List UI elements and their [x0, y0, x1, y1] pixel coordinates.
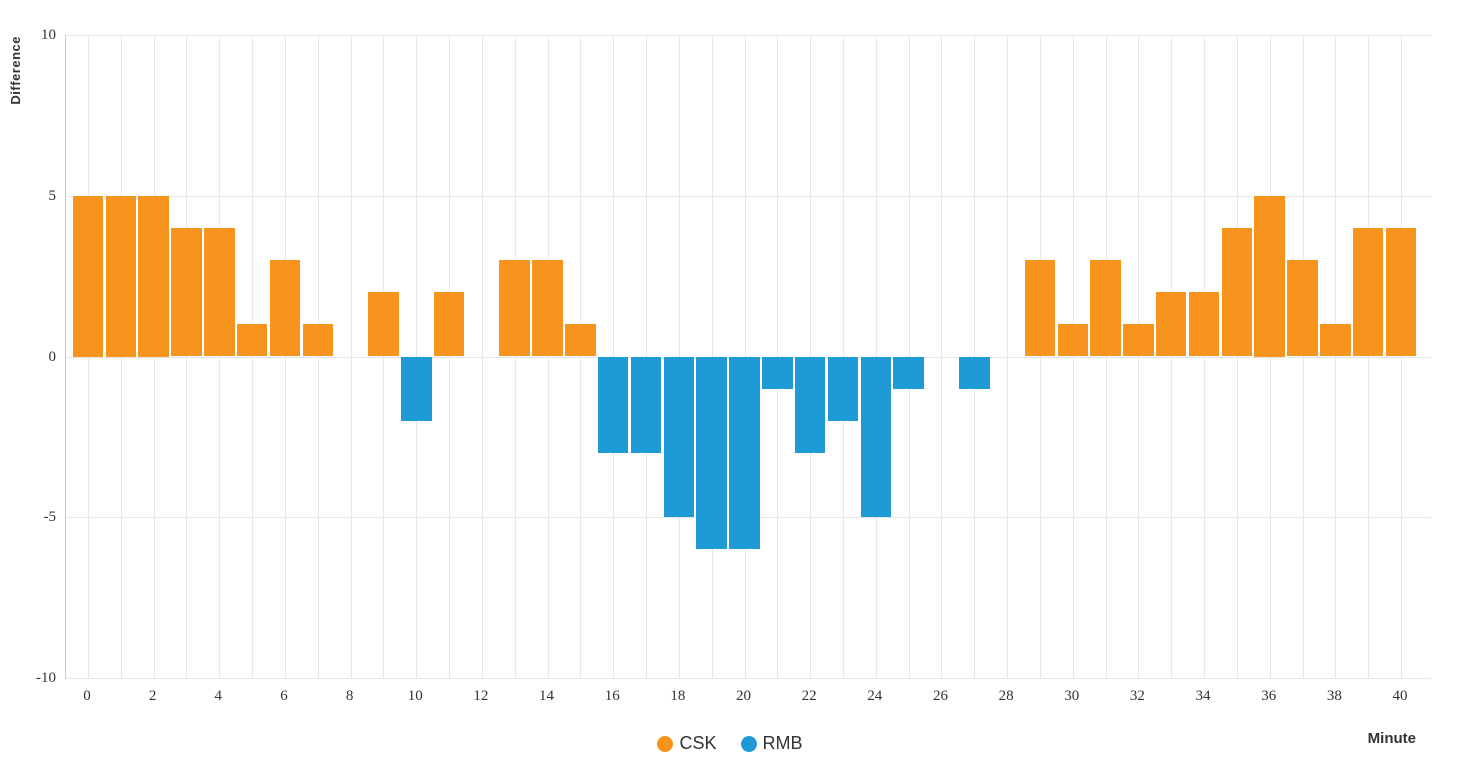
bar-minute-10[interactable] — [401, 356, 432, 421]
bar-minute-9[interactable] — [368, 292, 399, 357]
bar-minute-31[interactable] — [1090, 260, 1121, 357]
x-tick-label: 22 — [801, 688, 817, 704]
bar-minute-15[interactable] — [565, 324, 596, 357]
x-tick-label: 18 — [670, 688, 686, 704]
x-tick-label: 30 — [1064, 688, 1080, 704]
x-tick-label: 34 — [1195, 688, 1211, 704]
bar-minute-7[interactable] — [302, 324, 334, 357]
legend-item-csk[interactable]: CSK — [657, 733, 717, 754]
bar-minute-16[interactable] — [597, 356, 629, 453]
bar-minute-14[interactable] — [532, 260, 563, 357]
bar-minute-29[interactable] — [1024, 260, 1056, 357]
bar-minute-6[interactable] — [269, 260, 301, 357]
y-axis-title: Difference — [8, 36, 23, 105]
x-tick-label: 4 — [214, 688, 223, 704]
x-tick-label: 36 — [1261, 688, 1277, 704]
horizontal-gridline — [66, 35, 1431, 36]
x-tick-label: 24 — [867, 688, 883, 704]
x-tick-label: 0 — [83, 688, 91, 704]
bar-minute-36[interactable] — [1254, 195, 1285, 357]
bar-minute-5[interactable] — [236, 324, 268, 357]
bar-minute-21[interactable] — [762, 356, 793, 389]
horizontal-gridline — [66, 678, 1431, 679]
bar-minute-17[interactable] — [630, 356, 662, 453]
x-tick-label: 20 — [736, 688, 751, 704]
bar-minute-34[interactable] — [1188, 292, 1220, 357]
bar-minute-3[interactable] — [171, 227, 202, 357]
x-tick-label: 38 — [1326, 688, 1342, 704]
legend: CSK RMB — [0, 733, 1460, 754]
bar-minute-32[interactable] — [1123, 324, 1154, 357]
bar-minute-19[interactable] — [696, 356, 727, 550]
bar-minute-24[interactable] — [860, 356, 892, 518]
bar-minute-35[interactable] — [1221, 227, 1253, 357]
x-tick-label: 2 — [148, 688, 157, 704]
y-tick-label: 10 — [41, 27, 56, 43]
bar-minute-2[interactable] — [138, 195, 169, 357]
bar-minute-1[interactable] — [105, 195, 137, 357]
bar-minute-25[interactable] — [893, 356, 924, 389]
bar-minute-13[interactable] — [499, 260, 530, 357]
bar-minute-37[interactable] — [1287, 260, 1318, 357]
plot-area — [65, 35, 1431, 679]
x-tick-label: 8 — [345, 688, 354, 704]
x-axis-title: Minute — [1367, 730, 1416, 747]
bar-minute-4[interactable] — [204, 227, 235, 357]
bar-minute-40[interactable] — [1385, 227, 1417, 357]
y-tick-label: -5 — [43, 509, 57, 526]
x-tick-label: 14 — [539, 688, 555, 704]
bar-minute-0[interactable] — [72, 195, 104, 357]
bar-minute-27[interactable] — [959, 356, 990, 389]
csk-swatch-icon — [657, 735, 674, 752]
x-tick-label: 32 — [1129, 688, 1145, 704]
x-tick-label: 28 — [998, 688, 1014, 704]
bar-minute-33[interactable] — [1155, 292, 1187, 357]
x-tick-label: 6 — [280, 688, 288, 704]
legend-label-rmb: RMB — [762, 733, 803, 753]
x-tick-label: 26 — [932, 688, 948, 704]
y-tick-label: 5 — [48, 187, 57, 204]
y-tick-label: -10 — [36, 670, 56, 686]
bar-minute-30[interactable] — [1057, 324, 1088, 357]
bar-minute-22[interactable] — [794, 356, 826, 453]
y-tick-label: 0 — [48, 348, 57, 365]
bar-minute-38[interactable] — [1320, 324, 1351, 357]
bar-minute-23[interactable] — [827, 356, 859, 421]
horizontal-gridline — [66, 195, 1431, 197]
bar-minute-39[interactable] — [1352, 227, 1384, 357]
legend-item-rmb[interactable]: RMB — [740, 733, 803, 754]
bar-minute-20[interactable] — [729, 356, 760, 550]
legend-label-csk: CSK — [679, 733, 717, 753]
bar-minute-11[interactable] — [433, 292, 465, 357]
x-tick-label: 40 — [1392, 688, 1408, 704]
x-tick-label: 16 — [604, 688, 620, 704]
x-tick-label: 10 — [407, 688, 423, 704]
x-tick-label: 12 — [473, 688, 489, 704]
rmb-swatch-icon — [740, 735, 757, 752]
bar-minute-18[interactable] — [663, 356, 695, 518]
